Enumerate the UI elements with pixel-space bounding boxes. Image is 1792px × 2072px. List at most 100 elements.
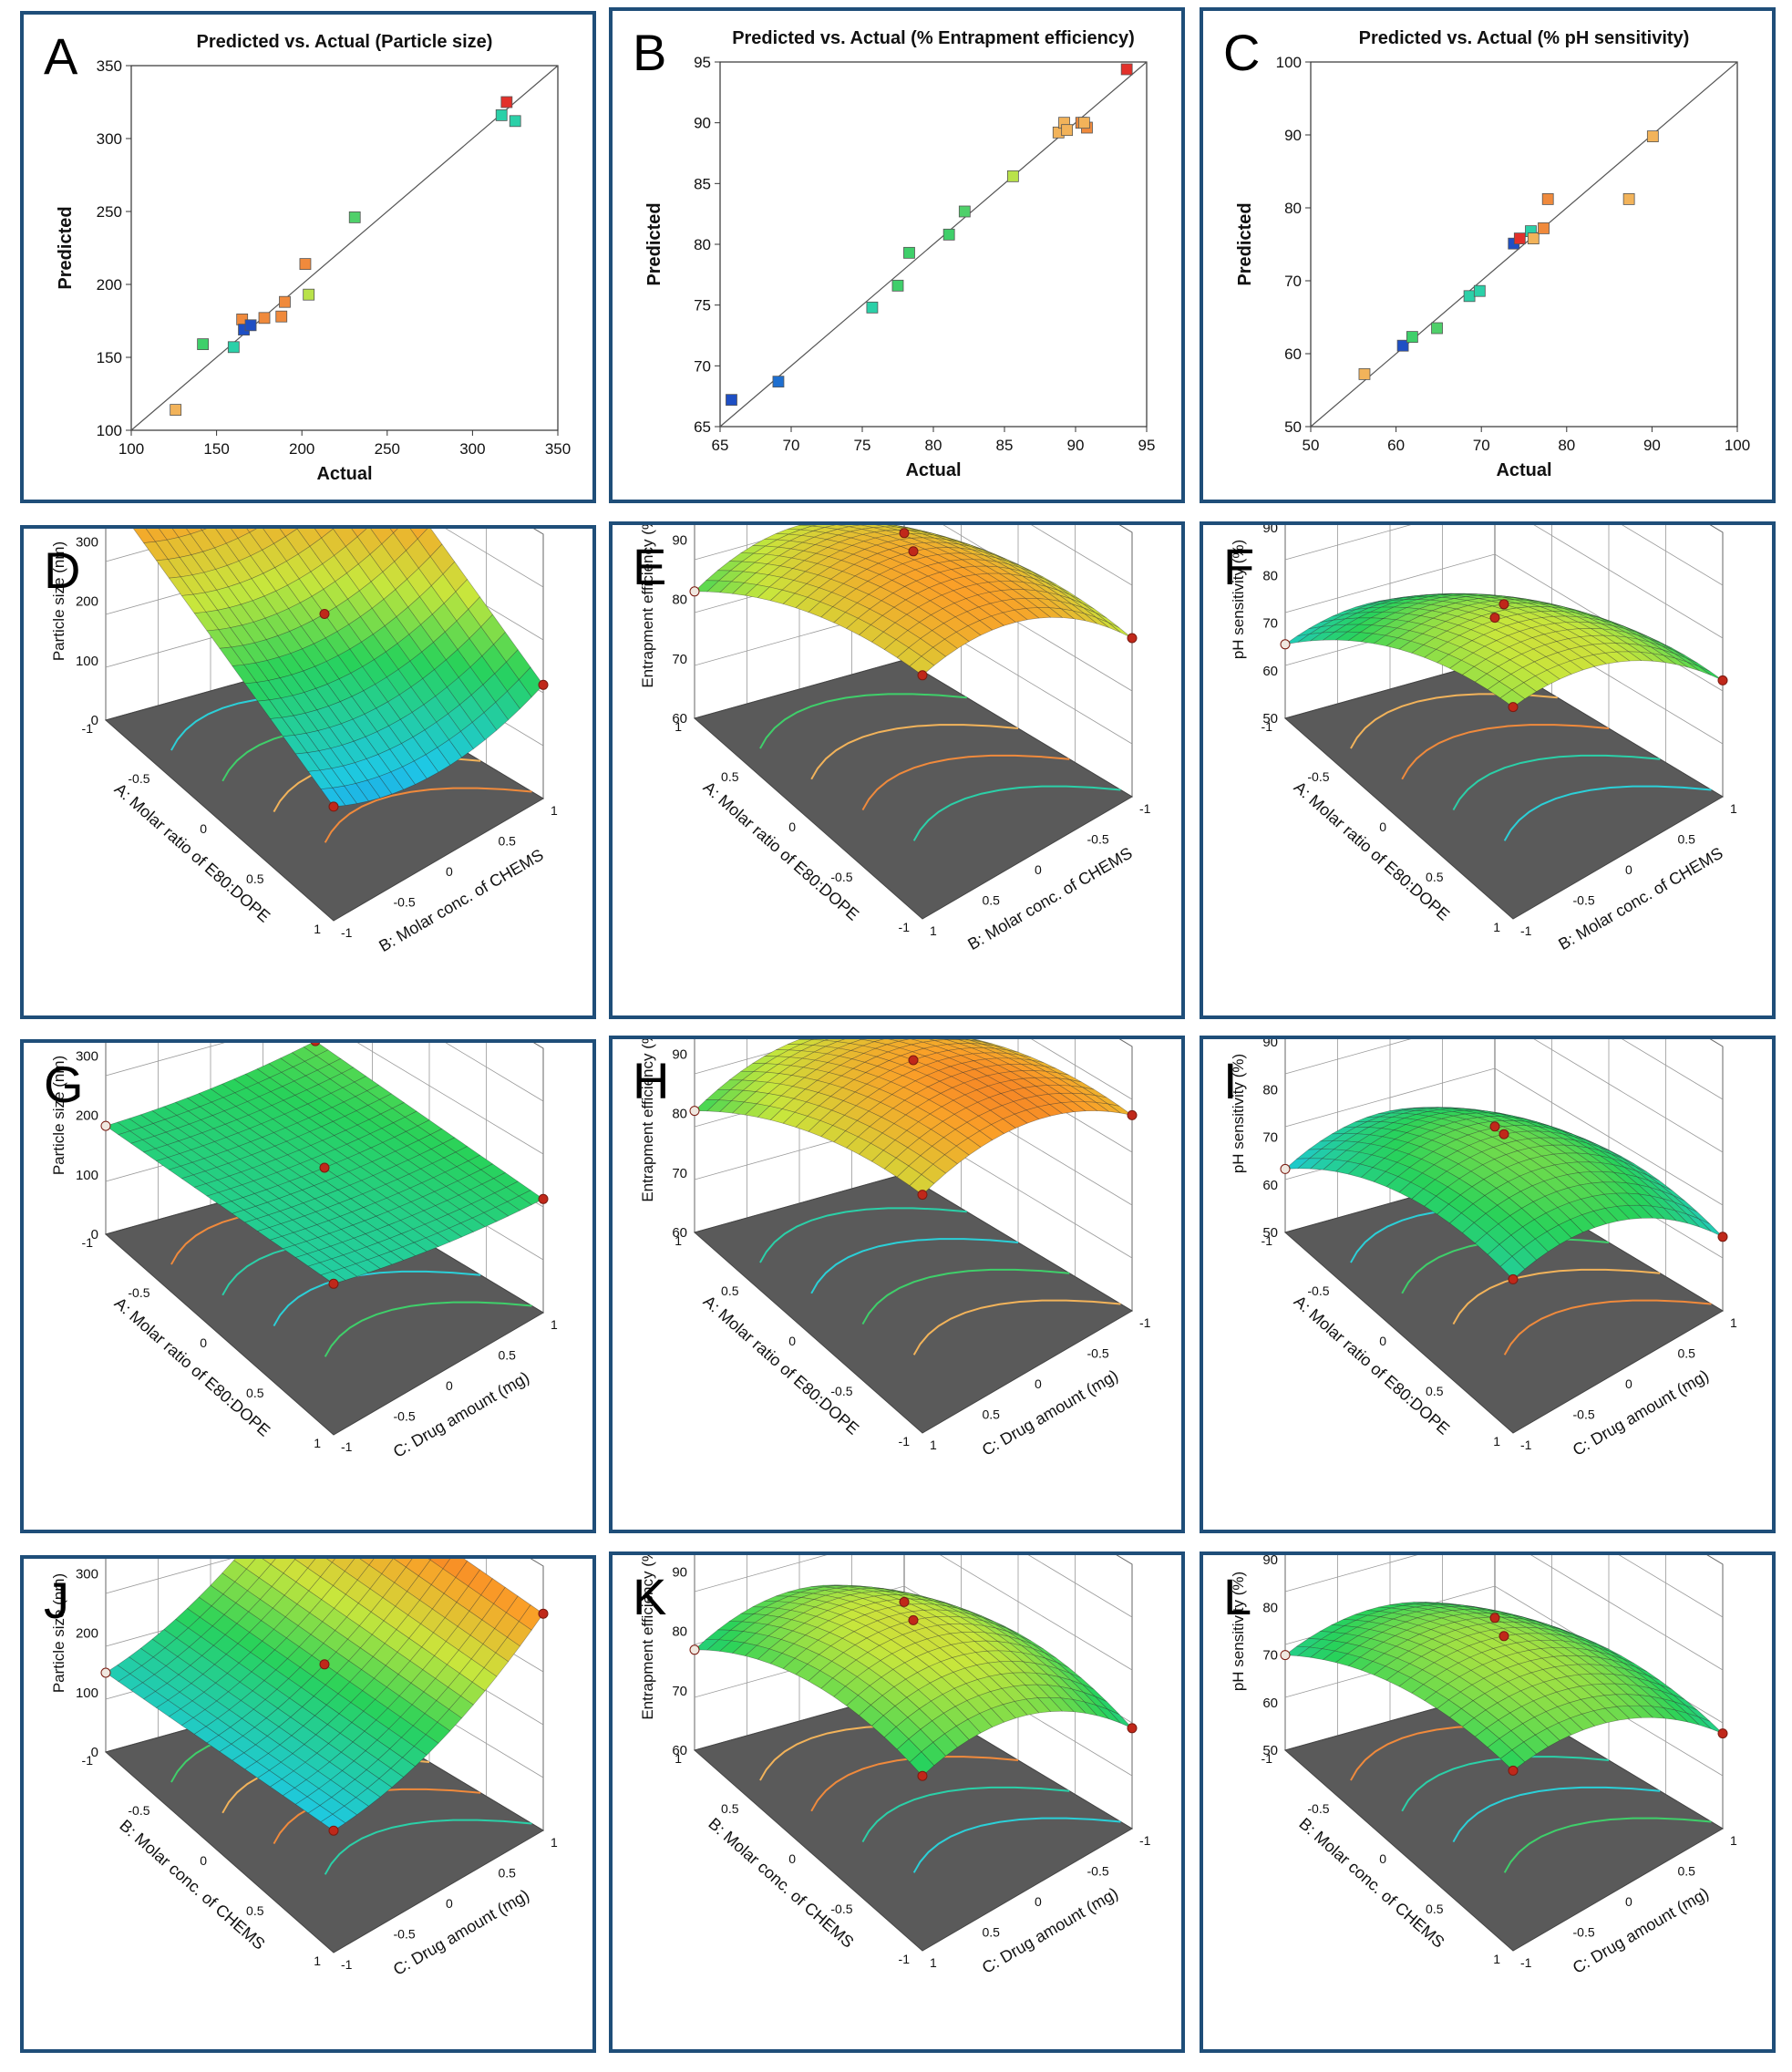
reference-line <box>130 65 559 431</box>
design-point <box>1489 613 1500 624</box>
design-point <box>1498 599 1509 610</box>
data-point <box>866 301 879 314</box>
panel-letter: L <box>1223 1568 1252 1625</box>
z-tick-label: 90 <box>1262 1555 1278 1568</box>
y-tick-label: 65 <box>694 418 711 436</box>
y-tick-label: 100 <box>1276 54 1302 71</box>
right-tick-label: -1 <box>1520 1955 1532 1970</box>
z-tick-label: 90 <box>672 532 687 548</box>
z-axis-label: pH sensitivity (%) <box>1230 1572 1247 1691</box>
floor-contour <box>1401 1756 1610 1812</box>
x-axis-label: Actual <box>1496 460 1551 480</box>
wall-gridline <box>1622 525 1724 586</box>
y-tick-label: 250 <box>97 203 122 221</box>
panel-l: 5060708090100pH sensitivity (%)-1-0.500.… <box>1200 1551 1776 2053</box>
right-tick-label: -1 <box>1139 801 1151 816</box>
surface-chart-i: 5060708090100pH sensitivity (%)-1-0.500.… <box>1230 1039 1737 1459</box>
x-tick-label: 300 <box>459 440 485 458</box>
surface-plot: 60 70 80 90 1 0 0 Entrapment efficiency (%) 1 0.5… <box>639 1039 1151 1459</box>
wall-gridline <box>1027 1555 1133 1618</box>
right-tick-label: -0.5 <box>1087 1864 1109 1879</box>
y-tick-label: 70 <box>694 357 711 375</box>
design-point <box>319 1162 330 1173</box>
design-point <box>917 1190 928 1201</box>
z-tick-label: 0 <box>91 1745 98 1760</box>
wall-gridline <box>1622 1039 1724 1100</box>
floor <box>693 1691 1133 1952</box>
left-tick-label: 1 <box>675 1233 682 1248</box>
surface-plot: 5060708090100pH sensitivity (%)-1-0.500.… <box>1230 1039 1737 1459</box>
right-tick-label: 0 <box>446 1896 453 1911</box>
design-point <box>899 528 910 539</box>
right-tick-label: 1 <box>551 803 558 818</box>
right-tick-label: 0.5 <box>1678 832 1696 847</box>
data-point <box>500 96 513 108</box>
left-tick-label: 1 <box>1493 1952 1500 1966</box>
y-axis-label: Predicted <box>56 206 76 289</box>
left-tick-label: -1 <box>1262 719 1273 734</box>
left-tick-label: -1 <box>1262 1233 1273 1248</box>
data-point <box>279 295 291 308</box>
design-point <box>538 1193 549 1204</box>
surface-plot: 60 70 80 90 1 0 0 Entrapment efficiency (%) 1 0.5… <box>639 525 1151 954</box>
z-tick-label: 60 <box>1262 664 1278 679</box>
right-tick-label: -0.5 <box>1087 832 1109 847</box>
right-tick-label: 0.5 <box>983 893 1001 908</box>
floor-contour <box>324 1301 532 1357</box>
right-tick-label: -1 <box>341 1439 353 1454</box>
x-tick-label: 60 <box>1387 437 1405 454</box>
data-point <box>495 109 508 121</box>
data-point <box>1431 322 1443 335</box>
right-tick-label: 1 <box>551 1835 558 1850</box>
surface-chart-h: 60 70 80 90 1 0 0 Entrapment efficiency (%) 1 0.5… <box>639 1039 1151 1459</box>
wall-gridline <box>1284 1039 1724 1153</box>
design-point <box>1717 1728 1728 1739</box>
left-tick-label: 0.5 <box>721 1283 739 1298</box>
design-point <box>1489 1613 1500 1624</box>
left-tick-label: 1 <box>314 1953 321 1968</box>
data-point <box>258 312 271 325</box>
x-tick-label: 65 <box>712 437 729 454</box>
surface-plot: 60 70 80 90 1 0 0 Entrapment efficiency (%) 1 0.5… <box>639 1555 1151 1977</box>
right-tick-label: -0.5 <box>1573 1407 1595 1422</box>
right-tick-label: 0 <box>1625 1376 1632 1391</box>
left-tick-label: -1 <box>1262 1751 1273 1766</box>
right-tick-label: -0.5 <box>394 1927 416 1942</box>
right-tick-label: 0 <box>1035 1894 1042 1909</box>
floor <box>1283 1173 1724 1434</box>
z-axis-label: Particle size (nm) <box>50 1056 67 1175</box>
y-tick-label: 95 <box>694 54 711 71</box>
right-tick-label: -1 <box>1520 1438 1532 1452</box>
surface-chart-f: 5060708090100pH sensitivity (%)-1-0.500.… <box>1230 525 1737 954</box>
design-point <box>1717 675 1728 686</box>
right-tick-label: 1 <box>1730 801 1737 816</box>
right-tick-label: 0 <box>446 864 453 879</box>
left-tick-label: -0.5 <box>1307 1283 1329 1298</box>
data-point <box>891 279 904 292</box>
z-tick-label: 60 <box>672 1743 687 1758</box>
z-tick-label: 200 <box>76 1626 98 1642</box>
left-tick-label: 1 <box>1493 1434 1500 1448</box>
floor-contour <box>1452 1786 1661 1843</box>
right-tick-label: -0.5 <box>394 1409 416 1424</box>
z-axis-label: Entrapment efficiency (%) <box>639 525 656 688</box>
x-tick-label: 200 <box>289 440 314 458</box>
z-axis-label: pH sensitivity (%) <box>1230 1054 1247 1173</box>
z-tick-label: 100 <box>76 654 98 669</box>
design-point <box>917 1770 928 1781</box>
wall-gridline <box>445 529 544 588</box>
data-point <box>197 338 210 351</box>
x-tick-label: 85 <box>996 437 1014 454</box>
design-point <box>1280 1163 1291 1174</box>
left-tick-label: 0.5 <box>1426 1384 1444 1398</box>
wall-gridline <box>1031 1039 1133 1100</box>
plot-area <box>1310 61 1738 428</box>
scatter-chart-b: Predicted vs. Actual (% Entrapment effic… <box>644 28 1155 480</box>
z-tick-label: 90 <box>1262 1039 1278 1050</box>
right-tick-label: -0.5 <box>1573 1925 1595 1940</box>
right-tick-label: 1 <box>1730 1315 1737 1330</box>
data-point <box>1513 232 1526 245</box>
floor-contour <box>861 1786 1070 1843</box>
y-tick-label: 150 <box>97 349 122 366</box>
floor-contour <box>861 754 1070 811</box>
